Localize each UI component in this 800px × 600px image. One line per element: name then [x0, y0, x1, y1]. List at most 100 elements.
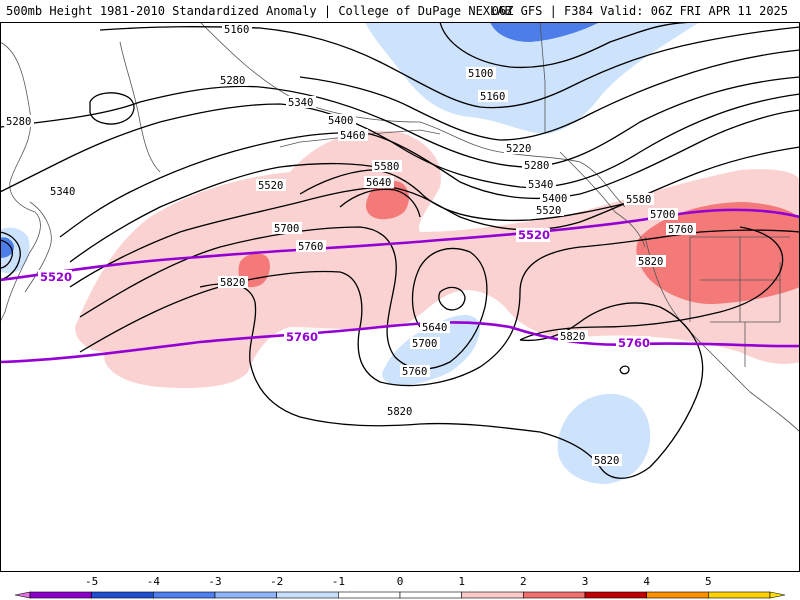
colorbar-tick-label: -3: [208, 575, 221, 588]
climo-label: 5520: [518, 228, 550, 242]
negative-anomaly-south: [557, 393, 651, 484]
label-bg: [218, 276, 248, 288]
colorbar-swatch: [646, 591, 709, 599]
contour-label: 5400: [328, 115, 353, 127]
label-bg: [410, 337, 440, 349]
colorbar-swatch: [276, 591, 339, 599]
label-bg: [558, 330, 588, 342]
colorbar-swatch: [91, 591, 154, 599]
title-bar: 500mb Height 1981-2010 Standardized Anom…: [0, 0, 800, 22]
contour-label: 5820: [387, 406, 412, 418]
label-bg: [522, 159, 552, 171]
coastline-asia: [0, 41, 41, 323]
colorbar-swatch: [461, 591, 524, 599]
contour-5760-a: [79, 229, 800, 387]
label-bg: [478, 90, 508, 102]
closed-low-aleutian: [89, 92, 135, 125]
colorbar-tick-label: -5: [85, 575, 98, 588]
label-bg: [526, 178, 556, 190]
contour-label: 5700: [274, 223, 299, 235]
colorbar-swatch: [523, 591, 586, 599]
label-bg: [364, 176, 394, 188]
contour-label: 5280: [220, 75, 245, 87]
low-west-rings: [0, 231, 21, 281]
contour-label: 5400: [542, 193, 567, 205]
label-bg: [218, 74, 248, 86]
contour-label: 5160: [224, 24, 249, 36]
label-bg: [326, 114, 356, 126]
contour-label: 5820: [594, 455, 619, 467]
contour-label: 5160: [480, 91, 505, 103]
contour-label: 5640: [422, 322, 447, 334]
contour-label: 5520: [536, 205, 561, 217]
contour-label: 5760: [668, 224, 693, 236]
contour-label: 5340: [50, 186, 75, 198]
colorbar-swatch: [708, 591, 771, 599]
label-bg: [466, 67, 496, 79]
contour-5100: [439, 22, 701, 69]
coastline-alaska: [199, 22, 626, 208]
label-bg: [272, 222, 302, 234]
colorbar-left-arrow: [14, 591, 31, 599]
colorbar-swatch: [399, 591, 462, 599]
contour-label: 5580: [374, 161, 399, 173]
colorbar-tick-labels: -5 -4 -3 -2 -1 0 1 2 3 4 5: [85, 575, 712, 588]
anomaly-shading: [0, 22, 800, 484]
label-bg: [38, 270, 72, 284]
label-bg: [636, 255, 666, 267]
contour-label: 5580: [626, 194, 651, 206]
colorbar-tick-label: 2: [520, 575, 527, 588]
contour-label: 5280: [6, 116, 31, 128]
colorbar-tick-label: 1: [458, 575, 465, 588]
label-bg: [286, 96, 316, 108]
climo-label: 5760: [286, 330, 318, 344]
contour-label: 5340: [288, 97, 313, 109]
contour-5280-a: [0, 76, 800, 168]
label-bg: [284, 330, 318, 344]
contour-label: 5220: [506, 143, 531, 155]
positive-anomaly-region: [75, 130, 800, 389]
colorbar-right-arrow: [769, 591, 786, 599]
contour-label: 5820: [220, 277, 245, 289]
state-borders: [689, 236, 790, 367]
label-bg: [296, 240, 326, 252]
colorbar-tick-label: 3: [582, 575, 589, 588]
contour-label: 5280: [524, 160, 549, 172]
colorbar-swatch: [153, 591, 216, 599]
label-bg: [222, 23, 252, 35]
contour-label: 5340: [528, 179, 553, 191]
climo-label: 5760: [618, 336, 650, 350]
negative-anomaly-north-core: [490, 22, 600, 42]
label-bg: [420, 321, 450, 333]
label-bg: [385, 405, 415, 417]
negative-anomaly-west-core: [0, 237, 14, 258]
label-bg: [666, 223, 696, 235]
label-bg: [400, 365, 430, 377]
contour-label: 5700: [412, 338, 437, 350]
label-bg: [48, 185, 78, 197]
label-bg: [4, 115, 34, 127]
contour-5580: [299, 169, 641, 222]
label-bg: [616, 336, 650, 350]
colorbar-tick-label: -1: [332, 575, 345, 588]
label-bg: [534, 204, 564, 216]
colorbar-tick-label: 0: [397, 575, 404, 588]
climatology-labels: 5520 5520 5760 5760: [38, 228, 650, 350]
small-ring-subtropical: [619, 365, 630, 375]
colorbar-swatch: [29, 591, 92, 599]
model-run-info: 06Z GFS | F384 Valid: 06Z FRI APR 11 202…: [491, 4, 788, 18]
contour-label: 5820: [638, 256, 663, 268]
colorbar-tick-label: 4: [643, 575, 650, 588]
map-title: 500mb Height 1981-2010 Standardized Anom…: [6, 4, 512, 18]
contour-label: 5460: [340, 130, 365, 142]
contour-label: 5640: [366, 177, 391, 189]
contour-label: 5820: [560, 331, 585, 343]
contour-5340-a: [0, 93, 800, 193]
contour-label: 5520: [258, 180, 283, 192]
contour-5640-b: [438, 286, 466, 311]
contour-label: 5700: [650, 209, 675, 221]
map-panel: 5160 5280 5280 5340 5340 5100 5160 5220 …: [0, 22, 800, 572]
height-contours: [0, 22, 800, 479]
label-bg: [338, 129, 368, 141]
colorbar-swatch: [584, 591, 647, 599]
